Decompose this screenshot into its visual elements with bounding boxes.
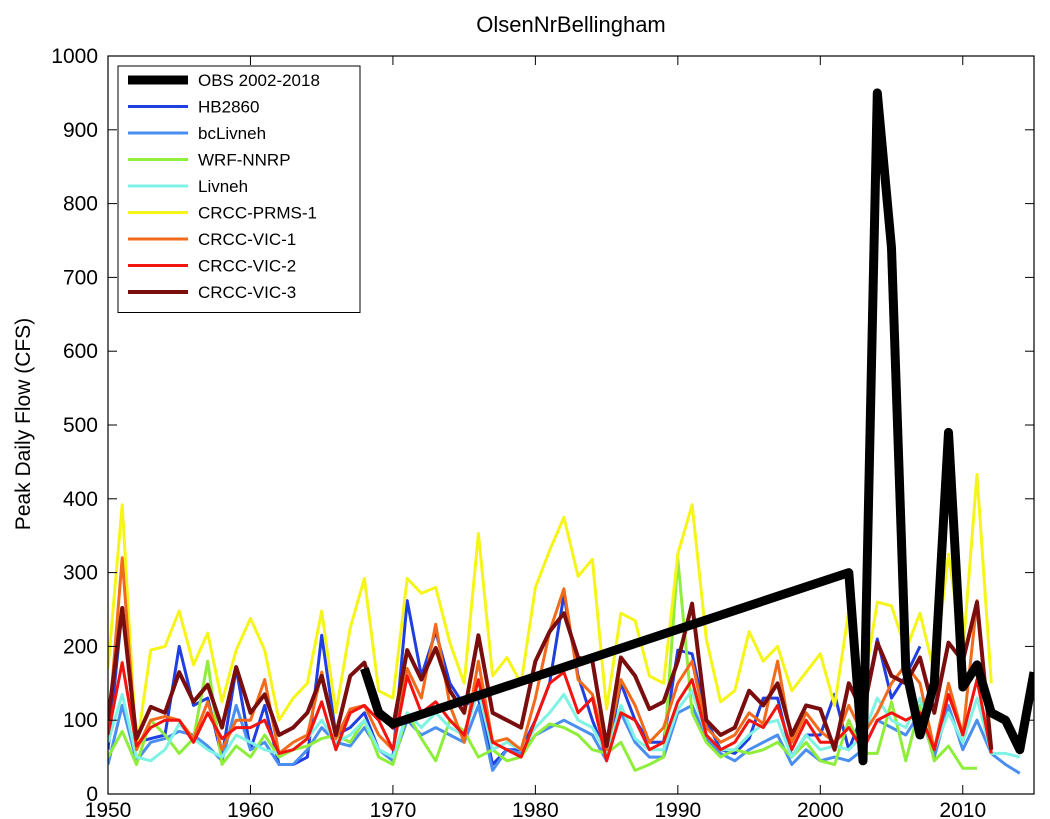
x-tick-label: 1950 (85, 799, 132, 819)
x-tick-label: 2000 (797, 799, 844, 819)
legend-label: bcLivneh (198, 124, 266, 143)
y-axis-title: Peak Daily Flow (CFS) (12, 318, 35, 530)
x-tick-label: 1990 (654, 799, 701, 819)
y-tick-label: 600 (63, 340, 98, 363)
legend-label: WRF-NNRP (198, 151, 291, 170)
legend-label: CRCC-VIC-3 (198, 283, 296, 302)
x-tick-label: 2010 (939, 799, 986, 819)
legend-label: CRCC-PRMS-1 (198, 204, 317, 223)
y-tick-label: 0 (86, 783, 98, 806)
series-line-obs-2002-2018 (360, 88, 1034, 766)
legend-label: OBS 2002-2018 (198, 71, 320, 90)
y-tick-label: 100 (63, 709, 98, 732)
legend-label: CRCC-VIC-1 (198, 230, 296, 249)
chart-title: OlsenNrBellingham (476, 12, 666, 37)
y-tick-label: 500 (63, 414, 98, 437)
x-tick-label: 1980 (512, 799, 559, 819)
legend-label: Livneh (198, 177, 248, 196)
y-tick-label: 300 (63, 562, 98, 585)
y-tick-label: 1000 (51, 45, 98, 68)
series-line-crcc-prms-1 (108, 472, 993, 752)
y-tick-label: 700 (63, 266, 98, 289)
x-tick-label: 1960 (227, 799, 274, 819)
legend: OBS 2002-2018 HB2860 bcLivneh WRF-NNRP Livne… (117, 65, 361, 313)
x-tick-label: 1970 (370, 799, 417, 819)
legend-label: HB2860 (198, 98, 259, 117)
y-tick-label: 400 (63, 488, 98, 511)
y-tick-label: 900 (63, 119, 98, 142)
series-group (108, 88, 1034, 775)
series-line-wrf-nnrp (108, 557, 977, 772)
legend-label: CRCC-VIC-2 (198, 257, 296, 276)
y-tick-label: 200 (63, 635, 98, 658)
y-tick-label: 800 (63, 193, 98, 216)
series-line-crcc-vic-3 (108, 600, 994, 752)
series-line-crcc-vic-2 (108, 661, 993, 763)
